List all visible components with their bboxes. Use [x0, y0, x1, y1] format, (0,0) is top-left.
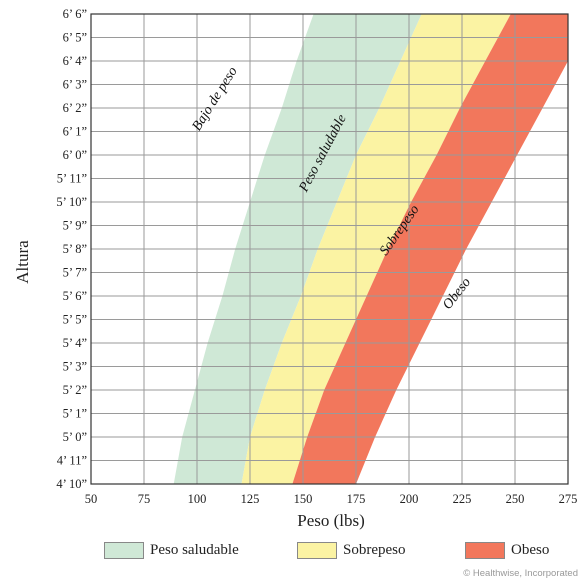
y-tick-label: 5’ 3”: [63, 360, 87, 374]
legend-item-obese: Obeso: [465, 540, 549, 560]
chart-grid: [90, 13, 569, 485]
legend-label-overweight: Sobrepeso: [343, 541, 406, 558]
y-tick-label: 6’ 0”: [63, 148, 87, 162]
y-tick-label: 6’ 3”: [63, 78, 87, 92]
x-tick-label: 250: [506, 492, 525, 506]
x-axis-ticks: 50 75 100 125 150 175 200 225 250 275: [85, 492, 578, 506]
legend-swatch-obese: [465, 541, 505, 559]
legend-swatch-overweight: [297, 541, 337, 559]
y-tick-label: 5’ 11”: [57, 172, 87, 186]
y-tick-label: 6’ 6”: [63, 7, 87, 21]
y-axis-ticks: 4’ 10” 4’ 11” 5’ 0” 5’ 1” 5’ 2” 5’ 3” 5’ 4” 5’ …: [56, 7, 87, 491]
y-tick-label: 6’ 2”: [63, 101, 87, 115]
legend-swatch-healthy: [104, 541, 144, 559]
y-tick-label: 6’ 4”: [63, 54, 87, 68]
legend-item-overweight: Sobrepeso: [297, 540, 406, 560]
x-tick-label: 50: [85, 492, 98, 506]
x-tick-label: 150: [294, 492, 313, 506]
y-tick-label: 5’ 2”: [63, 383, 87, 397]
x-tick-label: 275: [559, 492, 578, 506]
x-tick-label: 225: [453, 492, 472, 506]
chart-axes: [90, 13, 569, 485]
y-tick-label: 5’ 7”: [63, 266, 87, 280]
legend-label-obese: Obeso: [511, 541, 550, 558]
y-tick-label: 5’ 8”: [63, 242, 87, 256]
x-tick-label: 75: [138, 492, 151, 506]
y-tick-label: 5’ 4”: [63, 336, 87, 350]
height-weight-chart: 50 75 100 125 150 175 200 225 250 275 4’ 10” 4’ 11…: [13, 7, 578, 530]
x-tick-label: 125: [241, 492, 260, 506]
y-tick-label: 5’ 0”: [63, 430, 87, 444]
y-tick-label: 6’ 5”: [63, 31, 87, 45]
plot-frame: [90, 13, 569, 485]
y-tick-label: 5’ 1”: [63, 407, 87, 421]
y-tick-label: 5’ 9”: [63, 219, 87, 233]
y-tick-label: 5’ 5”: [63, 313, 87, 327]
y-axis-title: Altura: [13, 240, 32, 284]
x-tick-label: 175: [347, 492, 366, 506]
y-tick-label: 4’ 11”: [57, 454, 87, 468]
y-tick-label: 6’ 1”: [63, 125, 87, 139]
y-tick-label: 4’ 10”: [56, 477, 87, 491]
legend-label-healthy: Peso saludable: [150, 541, 239, 558]
x-tick-label: 100: [188, 492, 207, 506]
x-tick-label: 200: [400, 492, 419, 506]
x-axis-title: Peso (lbs): [297, 511, 365, 530]
legend-item-healthy: Peso saludable: [104, 540, 239, 560]
y-tick-label: 5’ 10”: [56, 195, 87, 209]
chart-legend: Peso saludable Sobrepeso Obeso: [0, 540, 582, 562]
y-tick-label: 5’ 6”: [63, 289, 87, 303]
copyright-credit: © Healthwise, Incorporated: [463, 568, 578, 579]
